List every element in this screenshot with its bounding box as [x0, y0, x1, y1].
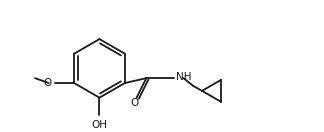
Text: O: O	[43, 78, 52, 88]
Text: OH: OH	[91, 120, 108, 130]
Text: NH: NH	[176, 72, 191, 82]
Text: O: O	[131, 98, 139, 108]
